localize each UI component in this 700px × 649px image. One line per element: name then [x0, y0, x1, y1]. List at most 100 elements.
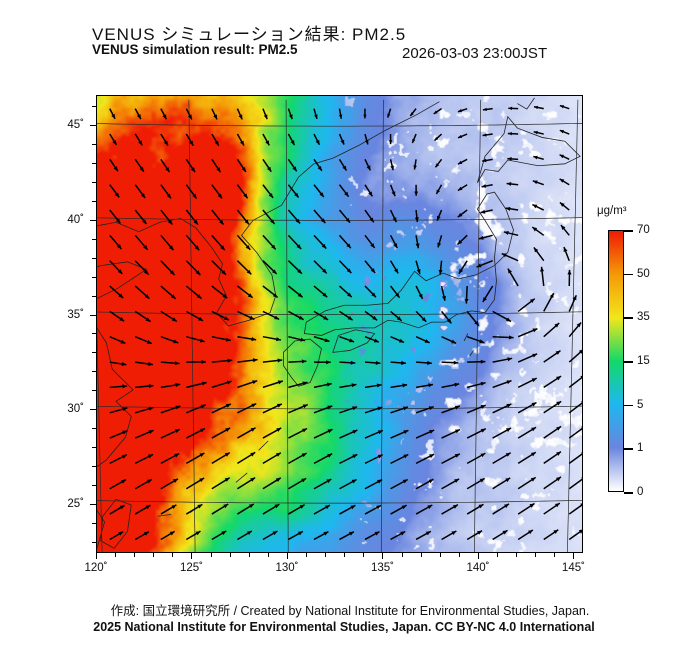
wind-vector [262, 335, 281, 342]
wind-vector [507, 131, 519, 136]
wind-vector [457, 209, 468, 218]
wind-vector [237, 358, 258, 363]
wind-vector [466, 452, 486, 465]
graticule-line [97, 217, 582, 221]
wind-vector [211, 358, 233, 363]
wind-vector [466, 310, 480, 327]
wind-vector [134, 453, 154, 465]
coastline [463, 333, 469, 342]
wind-vector-overlay [109, 104, 582, 541]
wind-vector [211, 234, 226, 251]
wind-vector [109, 454, 128, 465]
wind-vector [313, 504, 331, 515]
wind-vector [411, 133, 417, 144]
wind-vector [338, 209, 351, 224]
x-axis-tick [497, 553, 499, 557]
wind-vector [364, 209, 375, 223]
coastline [100, 498, 132, 549]
wind-vector [134, 285, 150, 300]
wind-vector [185, 260, 201, 276]
wind-vector [533, 247, 545, 262]
x-axis-tick [191, 553, 193, 559]
wind-vector [288, 530, 304, 541]
y-axis-tick [92, 182, 96, 184]
x-axis-tick [439, 553, 441, 557]
wind-vector [364, 429, 384, 439]
wind-vector [313, 360, 331, 365]
wind-vector [109, 530, 124, 541]
wind-vector [568, 477, 582, 490]
wind-vector [543, 292, 555, 312]
wind-vector [160, 209, 173, 226]
wind-vector [211, 427, 231, 439]
wind-vector [339, 531, 355, 541]
coastline [298, 101, 440, 178]
wind-vector [390, 310, 403, 322]
wind-vector [109, 260, 123, 275]
wind-vector [458, 260, 468, 275]
wind-vector [160, 478, 179, 490]
wind-vector [441, 478, 460, 490]
x-axis-tick [229, 553, 231, 557]
coastline [332, 329, 376, 353]
wind-vector [390, 478, 409, 490]
wind-vector [414, 209, 419, 223]
wind-vector [415, 406, 435, 414]
wind-vector [109, 478, 127, 490]
wind-vector [313, 310, 329, 321]
wind-vector [433, 133, 443, 142]
wind-vector [478, 234, 493, 240]
wind-vector [440, 310, 453, 324]
x-axis-tick [306, 553, 308, 557]
wind-vector [109, 184, 120, 198]
wind-vector [517, 377, 538, 389]
wind-vector [160, 108, 168, 120]
wind-vector [313, 285, 328, 298]
wind-vector [185, 530, 201, 541]
y-axis-tick [92, 257, 96, 259]
wind-vector [390, 360, 406, 365]
wind-vector [288, 381, 308, 389]
wind-vector [339, 360, 356, 365]
colorbar-tick [624, 404, 633, 407]
wind-vector [313, 234, 327, 250]
wind-vector [415, 310, 427, 323]
wind-vector [508, 106, 519, 111]
wind-vector [288, 427, 308, 439]
colorbar-tick-label: 0 [637, 486, 644, 498]
wind-vector [434, 158, 443, 168]
wind-vector [339, 406, 358, 414]
x-axis-tick [267, 553, 269, 557]
wind-vector [441, 453, 461, 465]
wind-vector [287, 184, 300, 198]
wind-vector [517, 426, 537, 439]
wind-vector [135, 361, 153, 366]
wind-vector [160, 504, 177, 515]
wind-vector [467, 359, 486, 364]
wind-vector [517, 353, 538, 363]
page-title-english: VENUS simulation result: PM2.5 [92, 42, 298, 57]
wind-vector [236, 184, 249, 199]
colorbar-tick [624, 273, 633, 276]
colorbar-tick [624, 230, 633, 232]
wind-vector [236, 158, 247, 173]
map-plot-area [96, 95, 583, 553]
wind-vector [313, 530, 329, 541]
wind-vector [287, 260, 303, 275]
wind-vector [109, 407, 128, 414]
wind-vector [507, 157, 519, 161]
wind-vector [134, 234, 149, 251]
wind-vector [211, 530, 227, 541]
wind-vector [236, 260, 252, 275]
datetime-label: 2026-03-03 23:00JST [402, 45, 548, 62]
wind-vector [389, 159, 394, 171]
wind-vector [568, 375, 582, 388]
wind-vector [364, 478, 383, 490]
wind-vector [533, 155, 544, 161]
wind-vector [339, 335, 355, 343]
wind-vector [262, 260, 278, 275]
wind-vector [135, 406, 154, 414]
wind-vector [388, 134, 393, 145]
y-axis-tick [90, 503, 96, 505]
wind-vector [237, 380, 258, 389]
